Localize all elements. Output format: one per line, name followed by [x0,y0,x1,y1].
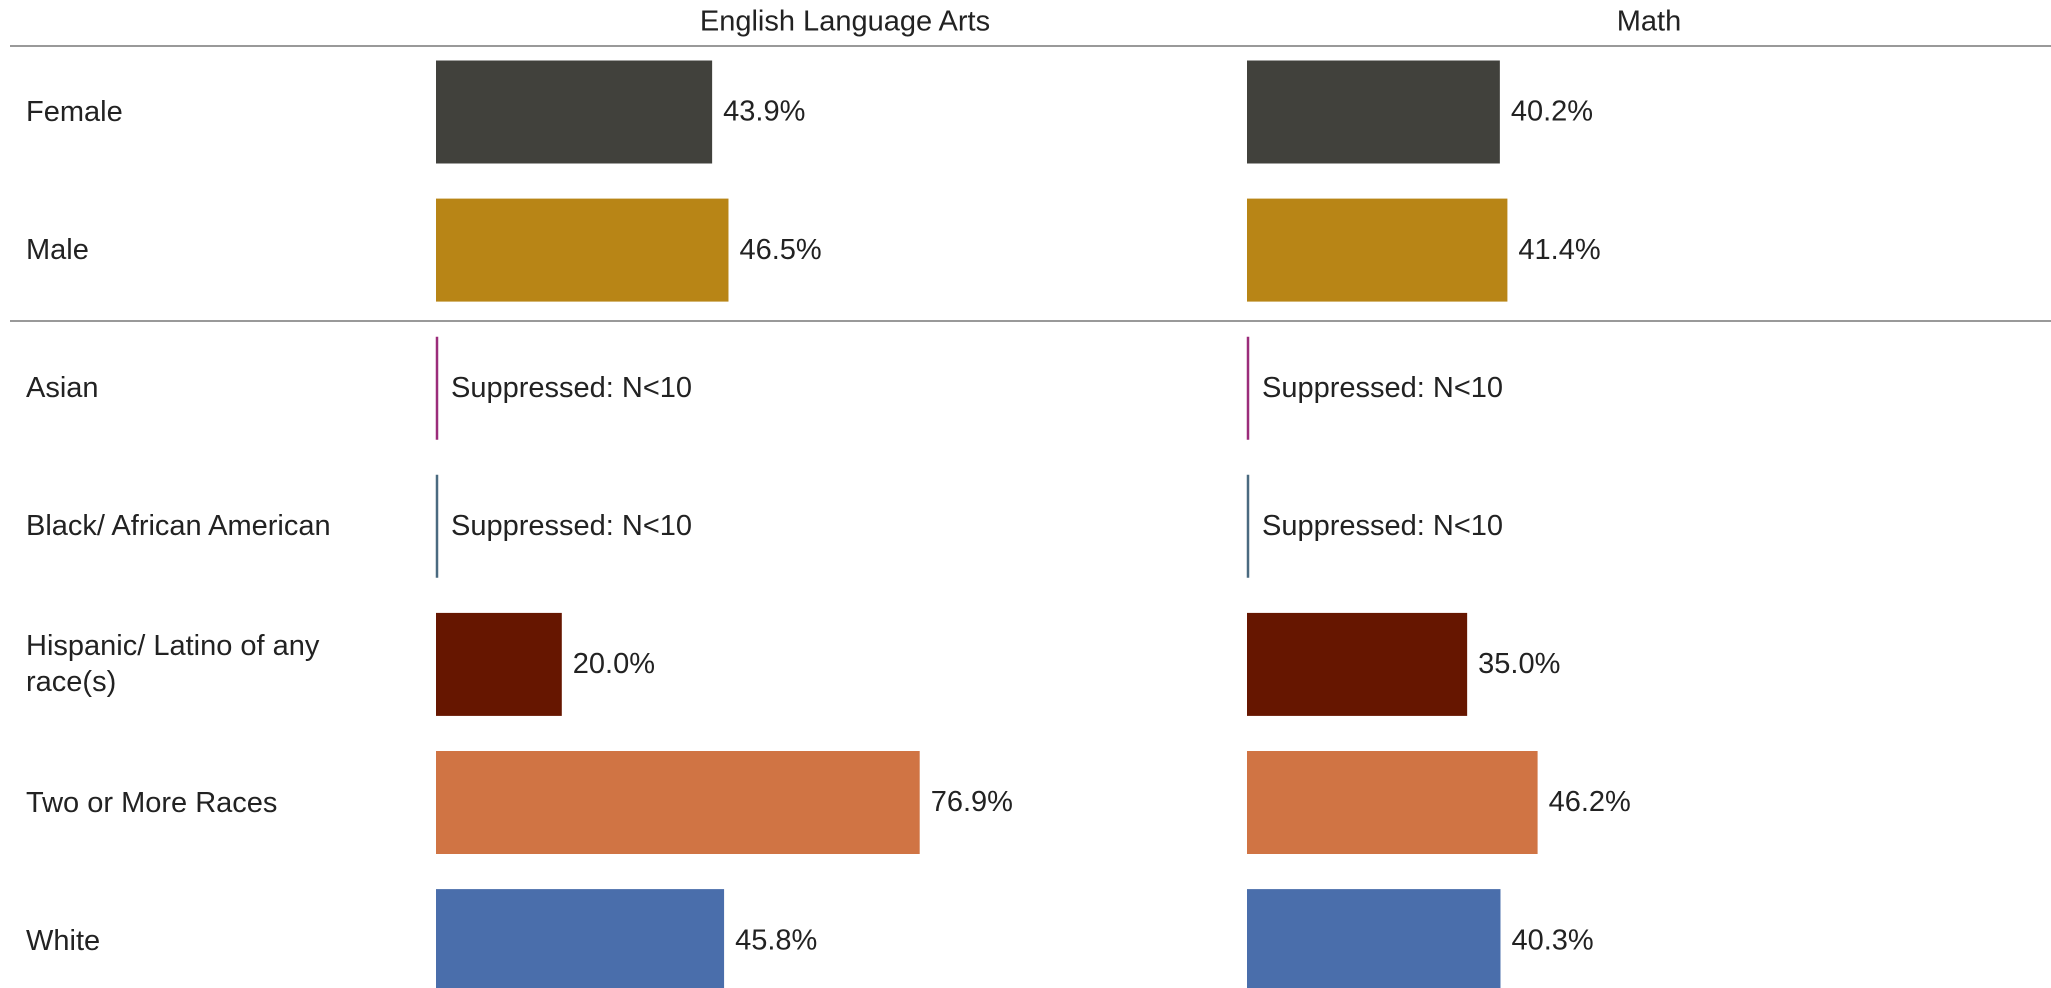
bar [436,751,920,854]
value-label: Suppressed: N<10 [451,372,692,404]
category-label: Black/ African American [26,510,331,543]
value-label: 35.0% [1478,648,1560,680]
bar [1247,751,1538,854]
value-label: Suppressed: N<10 [1262,372,1503,404]
panel-title: English Language Arts [700,6,990,38]
value-label: 76.9% [931,786,1013,818]
panel-title: Math [1617,6,1681,38]
bar [436,612,562,716]
value-label: 43.9% [723,96,805,128]
bar [1247,198,1508,302]
value-label: 46.5% [739,234,821,266]
category-label: White [26,924,101,957]
value-label: 40.2% [1511,96,1593,128]
bar [436,60,713,164]
bar [1247,60,1500,164]
category-label: Female [26,96,123,128]
bar [436,889,725,988]
category-label: Male [26,234,89,267]
category-label: Hispanic/ Latino of any race(s) [26,630,320,699]
value-label: 41.4% [1518,234,1600,266]
value-label: Suppressed: N<10 [451,510,692,542]
bar [436,198,729,302]
bar [1247,612,1468,716]
category-label: Asian [26,372,99,405]
bar [1247,889,1501,988]
category-label: Two or More Races [26,786,278,819]
value-label: 46.2% [1549,786,1631,818]
value-label: 45.8% [735,924,817,956]
value-label: 20.0% [573,648,655,680]
value-label: 40.3% [1511,924,1593,956]
value-label: Suppressed: N<10 [1262,510,1503,542]
